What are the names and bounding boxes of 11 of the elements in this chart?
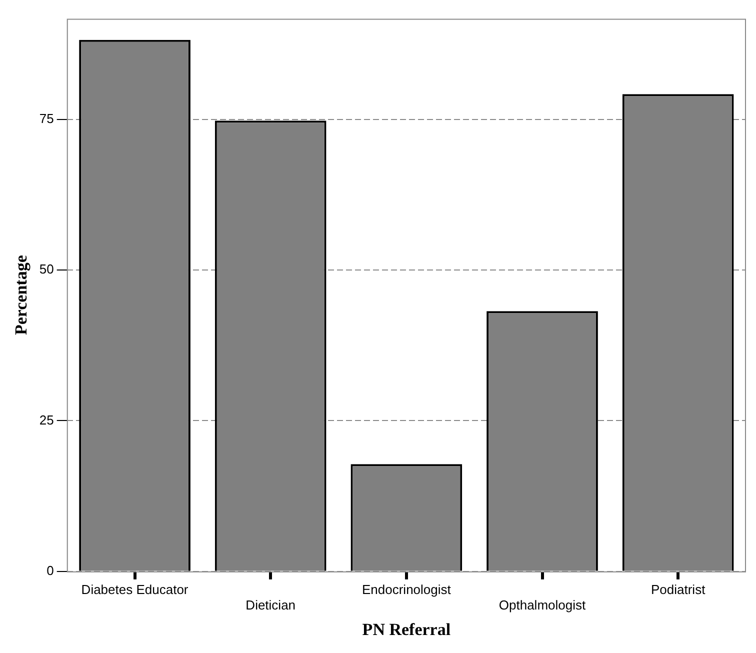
x-axis-title: PN Referral [362,620,451,640]
x-tick-label: Dietician [246,597,296,612]
x-tick-label: Endocrinologist [362,582,452,597]
y-tick-label: 75 [39,111,54,126]
y-tick-label: 25 [39,412,54,428]
y-axis-title: Percentage [12,254,31,336]
y-tick-label: 0 [46,562,54,578]
x-tick-label: Podiatrist [650,582,706,597]
y-tick-label: 50 [39,262,54,277]
x-tick-label: Opthalmologist [498,597,586,612]
x-tick-label: Diabetes Educator [81,582,189,597]
